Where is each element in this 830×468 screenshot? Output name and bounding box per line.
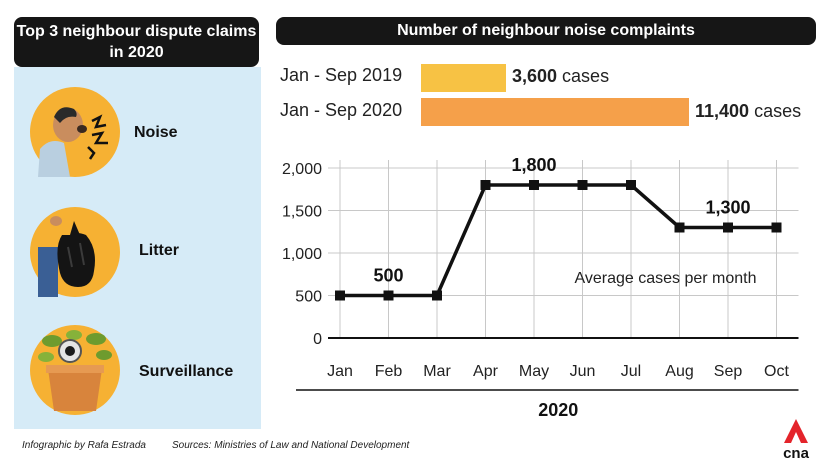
data-label: 500 [373, 266, 403, 286]
y-tick-label: 500 [295, 289, 322, 306]
y-tick-label: 0 [313, 331, 322, 348]
series-line [340, 183, 777, 298]
claim-label: Litter [139, 242, 179, 259]
surveillance-plant-camera-icon [30, 325, 120, 415]
claim-surveillance: Surveillance [14, 325, 261, 425]
monthly-complaints-line-chart: 0 500 1,000 1,500 2,000 Jan Feb Mar Apr May Jun Jul… [282, 155, 799, 420]
noise-person-icon [30, 87, 120, 177]
x-tick-label: Mar [423, 363, 451, 380]
footer-credit: Infographic by Rafa Estrada [22, 440, 146, 451]
x-tick-label: Oct [764, 363, 789, 380]
x-tick-label: Jul [621, 363, 641, 380]
data-point [674, 222, 685, 233]
cna-logo: cna [783, 419, 810, 461]
x-tick-label: Apr [473, 363, 499, 380]
claim-label: Surveillance [139, 363, 234, 380]
data-point [480, 180, 491, 190]
x-axis-label: 2020 [538, 400, 578, 420]
data-point [577, 180, 588, 190]
comparison-bar-2020 [421, 98, 689, 126]
y-tick-label: 2,000 [282, 161, 322, 178]
comparison-period-2020: Jan - Sep 2020 [280, 100, 403, 120]
svg-text:cna: cna [783, 445, 810, 461]
data-point [432, 290, 442, 301]
x-tick-label: Jun [570, 363, 596, 380]
x-tick-label: Feb [375, 363, 403, 380]
claims-title: Top 3 neighbour dispute claims in 2020 [14, 17, 259, 67]
data-point [771, 222, 782, 233]
data-point [723, 222, 733, 233]
complaints-title: Number of neighbour noise complaints [276, 17, 816, 45]
claim-label: Noise [134, 124, 178, 141]
data-point [529, 180, 539, 190]
data-label: 1,800 [511, 155, 556, 175]
comparison-value-2019: 3,600 cases [512, 66, 609, 87]
comparison-unit: cases [557, 66, 610, 86]
chart-note: Average cases per month [574, 270, 756, 287]
claim-litter: Litter [14, 207, 261, 307]
data-point [383, 290, 394, 301]
comparison-unit: cases [749, 101, 802, 121]
comparison-period-2019: Jan - Sep 2019 [280, 65, 403, 85]
y-tick-label: 1,000 [282, 246, 322, 263]
claim-noise: Noise [14, 87, 261, 187]
comparison-number: 3,600 [512, 66, 558, 86]
x-tick-label: May [519, 363, 549, 380]
x-tick-label: Jan [327, 363, 353, 380]
comparison-value-2020: 11,400 cases [695, 101, 801, 122]
x-tick-label: Sep [714, 363, 743, 380]
litter-bag-icon [30, 207, 120, 297]
y-tick-label: 1,500 [282, 204, 322, 221]
comparison-number: 11,400 [695, 101, 750, 121]
comparison-bar-2019 [421, 64, 506, 92]
data-point [335, 290, 345, 301]
footer-sources: Sources: Ministries of Law and National … [172, 440, 410, 451]
data-label: 1,300 [705, 198, 750, 218]
claims-panel: Noise Litter Surveillance [14, 67, 261, 429]
data-point [626, 180, 636, 190]
x-tick-label: Aug [665, 363, 693, 380]
